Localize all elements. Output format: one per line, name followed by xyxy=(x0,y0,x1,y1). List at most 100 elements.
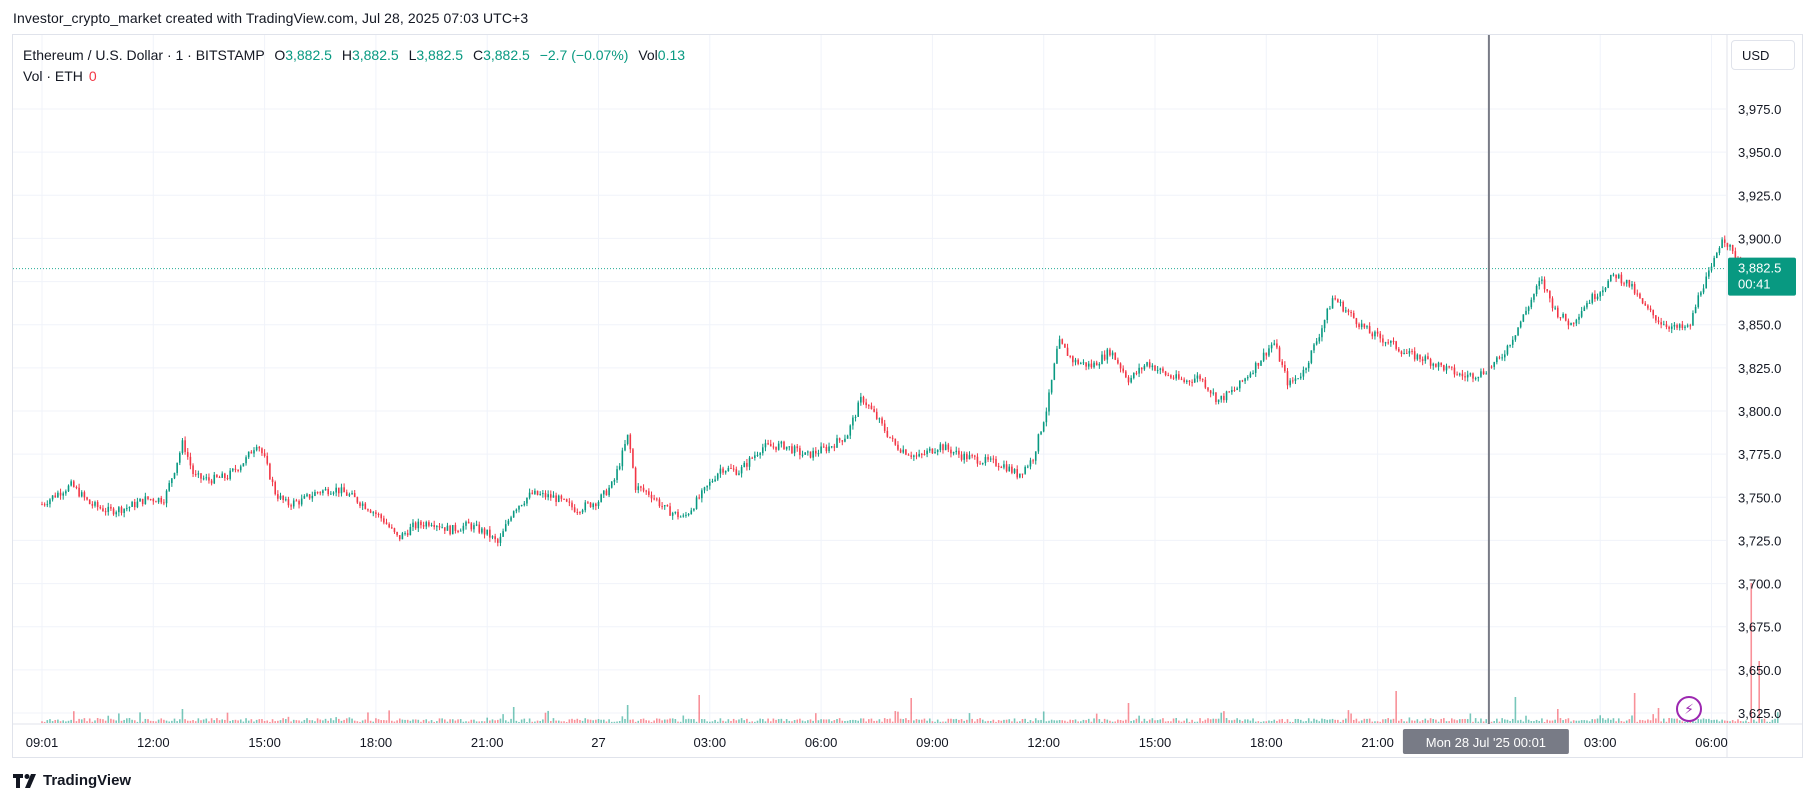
currency-button[interactable]: USD xyxy=(1731,40,1795,70)
candle-body xyxy=(1228,391,1230,393)
candle-body xyxy=(491,536,494,538)
volume-bar xyxy=(274,721,276,723)
candle-body xyxy=(377,514,380,516)
candle-body xyxy=(1416,354,1419,360)
volume-bar xyxy=(88,718,91,723)
candle-body xyxy=(208,477,210,481)
volume-bar xyxy=(1633,693,1636,723)
candle-body xyxy=(473,525,475,530)
volume-bar xyxy=(775,719,777,723)
candle-body xyxy=(1098,363,1101,366)
volume-bar xyxy=(1676,718,1678,723)
volume-bar xyxy=(70,719,72,723)
volume-bar xyxy=(1477,721,1480,723)
candle-body xyxy=(338,487,340,494)
volume-bar xyxy=(1588,721,1591,723)
volume-bar xyxy=(971,718,973,723)
candle-body xyxy=(1440,362,1442,366)
candles-group xyxy=(41,235,1779,547)
candle-body xyxy=(661,506,663,508)
candle-body xyxy=(165,490,168,504)
volume-indicator-label[interactable]: Vol · ETH xyxy=(23,68,83,84)
volume-bar xyxy=(1392,718,1395,723)
volume-bar xyxy=(1472,721,1474,723)
volume-bar xyxy=(377,719,380,723)
volume-bar xyxy=(1053,720,1056,723)
candle-body xyxy=(242,463,245,467)
candle-body xyxy=(1019,473,1021,478)
volume-bar xyxy=(1074,719,1077,723)
price-axis-label: 3,825.0 xyxy=(1738,361,1781,376)
volume-bar xyxy=(1175,718,1177,723)
candle-body xyxy=(412,522,414,528)
volume-bar xyxy=(332,720,335,723)
candle-body xyxy=(1125,371,1127,378)
candle-body xyxy=(796,446,799,449)
candle-body xyxy=(1557,307,1559,318)
volume-bar xyxy=(751,721,753,723)
chart-frame[interactable] xyxy=(12,34,1803,758)
volume-bar xyxy=(913,720,915,723)
candle-body xyxy=(849,425,852,436)
candle-body xyxy=(1273,343,1276,345)
volume-bar xyxy=(171,720,173,723)
candle-body xyxy=(1692,313,1694,326)
candle-body xyxy=(1623,283,1625,285)
volume-bar xyxy=(1403,721,1405,723)
candle-body xyxy=(928,448,931,451)
tradingview-logo[interactable]: TradingView xyxy=(13,772,131,789)
candle-body xyxy=(1676,324,1678,328)
volume-bar xyxy=(330,718,332,723)
candle-body xyxy=(99,506,102,509)
candle-body xyxy=(748,457,751,467)
candle-body xyxy=(210,480,213,484)
volume-bar xyxy=(1610,719,1612,723)
candle-body xyxy=(1371,333,1374,337)
volume-bar xyxy=(934,721,936,723)
candle-body xyxy=(489,529,491,538)
volume-bar xyxy=(369,720,372,723)
candle-body xyxy=(279,495,282,499)
candle-body xyxy=(571,502,573,508)
candle-body xyxy=(860,396,862,403)
candle-body xyxy=(987,457,989,460)
candle-body xyxy=(1477,376,1480,379)
candle-body xyxy=(1326,308,1329,320)
volume-bar xyxy=(269,721,271,723)
volume-bar xyxy=(110,718,112,723)
candle-body xyxy=(438,526,441,528)
candle-body xyxy=(417,521,420,529)
candle-body xyxy=(1087,363,1090,367)
volume-bar xyxy=(1419,721,1421,723)
volume-bar xyxy=(531,721,534,723)
volume-bar xyxy=(104,720,107,723)
volume-bar xyxy=(544,712,547,723)
volume-bar xyxy=(1090,721,1093,723)
volume-bar xyxy=(1376,721,1379,723)
candle-body xyxy=(1080,363,1082,365)
volume-bar xyxy=(809,719,812,723)
volume-bar xyxy=(1299,719,1302,723)
volume-bar xyxy=(1413,720,1416,723)
candle-body xyxy=(398,535,401,540)
last-price-bg xyxy=(1728,257,1796,296)
candle-body xyxy=(1578,316,1580,320)
volume-bar xyxy=(454,720,457,723)
volume-bar xyxy=(854,720,857,723)
volume-bar xyxy=(1480,718,1482,723)
volume-bar xyxy=(1048,720,1050,723)
candle-body xyxy=(1382,338,1384,343)
volume-bar xyxy=(756,720,759,723)
grid-lines xyxy=(13,35,1726,724)
candle-body xyxy=(841,440,844,442)
lightning-bolt-icon[interactable]: ⚡ xyxy=(1676,696,1702,722)
candle-body xyxy=(1588,302,1591,304)
candle-body xyxy=(754,455,756,458)
high-label: H xyxy=(341,47,352,63)
candle-body xyxy=(1270,344,1273,349)
candle-body xyxy=(1220,395,1223,400)
volume-bar xyxy=(836,719,838,723)
symbol-label[interactable]: Ethereum / U.S. Dollar · 1 · BITSTAMP xyxy=(23,47,265,63)
volume-bar xyxy=(799,718,801,723)
